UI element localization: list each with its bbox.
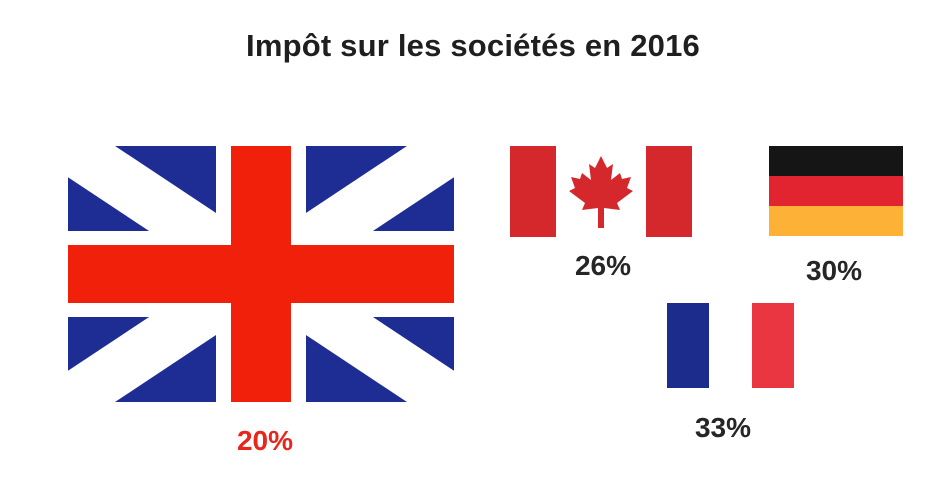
- maple-leaf-icon: [569, 156, 633, 228]
- canada-flag-icon: [510, 146, 692, 237]
- data-label-canada: 26%: [574, 250, 632, 281]
- data-label-uk: 20%: [236, 425, 294, 456]
- data-label-germany: 30%: [805, 255, 863, 286]
- uk-flag-icon: [68, 146, 454, 402]
- france-flag-icon: [667, 303, 794, 388]
- data-label-france: 33%: [694, 412, 752, 443]
- chart-title: Impôt sur les sociétés en 2016: [246, 28, 700, 63]
- germany-flag-icon: [769, 146, 903, 236]
